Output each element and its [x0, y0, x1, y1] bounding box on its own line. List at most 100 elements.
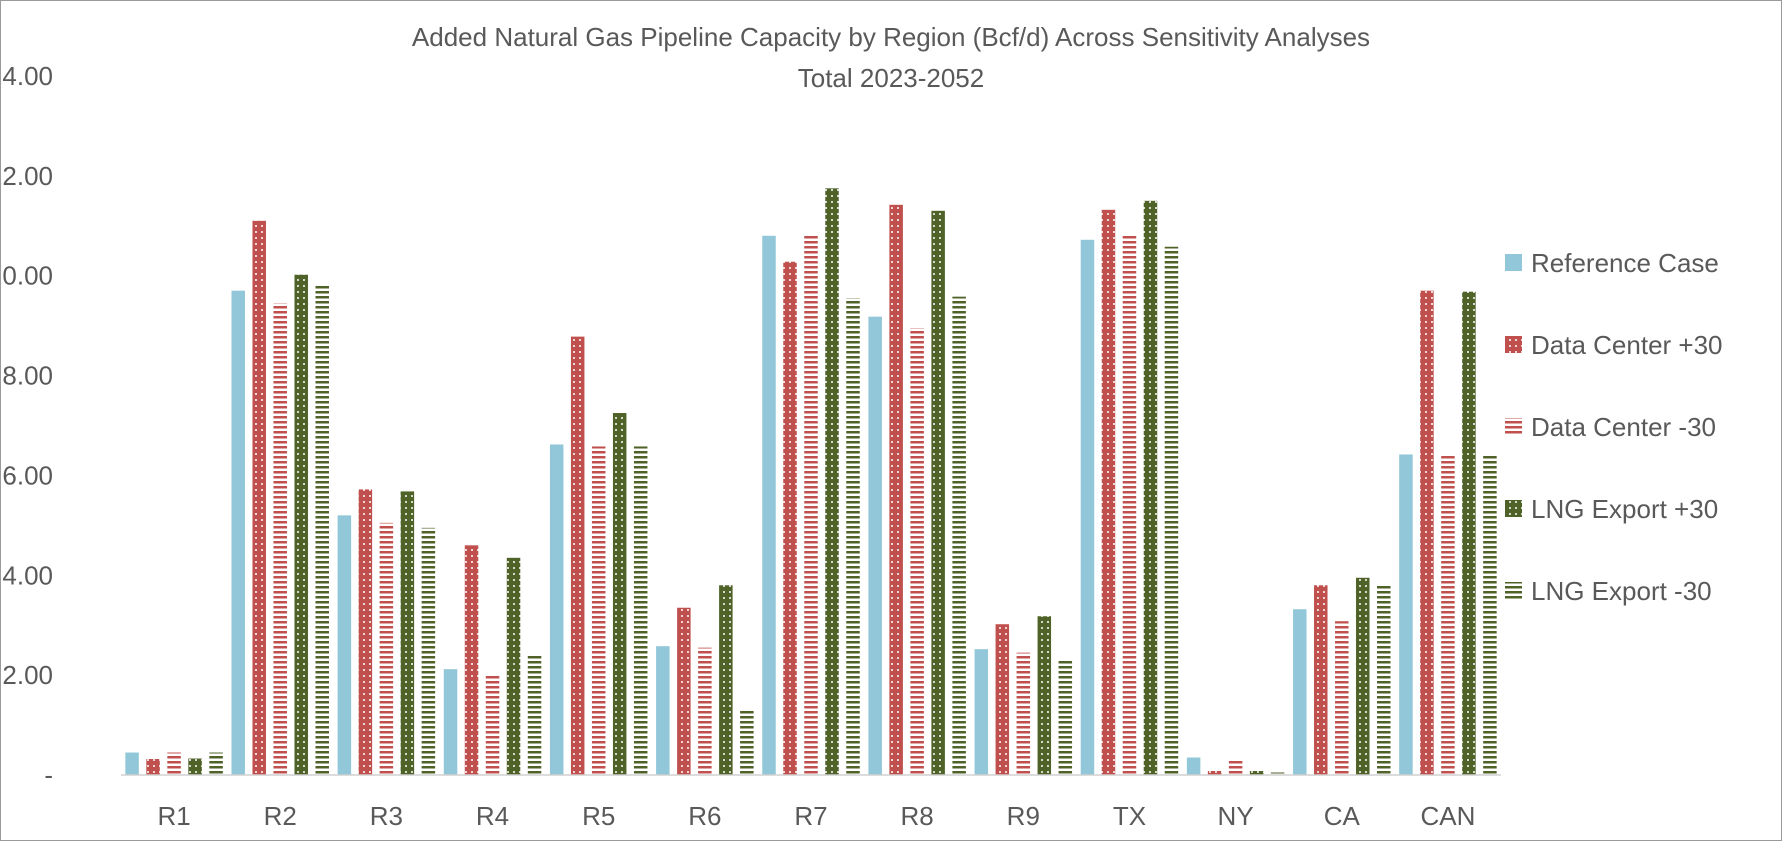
- bar-r9-series-5: [1058, 659, 1073, 775]
- bar-can-series-2: [1420, 290, 1434, 775]
- bar-ny-series-4: [1249, 771, 1264, 775]
- bar-can-series-1: [1399, 454, 1413, 775]
- bar-r1-series-3: [167, 752, 181, 775]
- x-tick-label: R5: [582, 801, 615, 831]
- x-tick-label: R6: [688, 801, 721, 831]
- legend-label-4: LNG Export +30: [1531, 494, 1718, 524]
- chart-subtitle: Total 2023-2052: [798, 63, 984, 93]
- bar-r4-series-1: [443, 669, 458, 775]
- bar-r9-series-4: [1037, 616, 1052, 775]
- bar-r9-series-3: [1016, 652, 1031, 775]
- bar-r7-series-4: [825, 188, 839, 776]
- x-tick-label: R7: [794, 801, 827, 831]
- bar-r6-series-3: [698, 647, 712, 775]
- y-tick-label: 6.00: [2, 460, 53, 490]
- legend-label-1: Reference Case: [1531, 248, 1719, 278]
- bar-r3-series-3: [379, 522, 394, 775]
- bar-r7-series-3: [804, 234, 818, 775]
- bar-r4-series-4: [506, 557, 521, 775]
- y-tick-label: 8.00: [2, 361, 53, 391]
- bar-r8-series-3: [910, 328, 924, 775]
- bar-r7-series-1: [762, 235, 776, 775]
- bar-can-series-5: [1483, 454, 1497, 775]
- bar-ny-series-1: [1186, 757, 1201, 775]
- bar-r5-series-3: [591, 446, 606, 775]
- bar-r8-series-1: [868, 316, 882, 775]
- x-axis-labels: R1 R2 R3 R4 R5 R6 R7 R8 R9 TX NY CA CAN: [157, 801, 1475, 831]
- bar-r4-series-2: [464, 545, 479, 775]
- bar-r6-series-4: [719, 585, 733, 775]
- y-tick-label: -: [44, 760, 53, 790]
- bar-r4-series-5: [527, 655, 542, 775]
- chart-title: Added Natural Gas Pipeline Capacity by R…: [412, 22, 1370, 52]
- bar-r3-series-1: [337, 515, 352, 775]
- bar-r8-series-5: [952, 296, 966, 775]
- bar-r2-series-3: [273, 303, 287, 775]
- bar-r5-series-4: [612, 413, 627, 775]
- bar-ny-series-2: [1207, 771, 1222, 775]
- bar-r3-series-5: [421, 527, 436, 775]
- bar-r1-series-1: [125, 752, 139, 775]
- legend-swatch-1: [1505, 254, 1522, 271]
- bar-r8-series-2: [889, 204, 903, 775]
- x-tick-label: R9: [1007, 801, 1040, 831]
- x-tick-label: NY: [1218, 801, 1254, 831]
- x-tick-label: CA: [1324, 801, 1361, 831]
- bar-r2-series-1: [231, 290, 245, 775]
- bar-r6-series-2: [677, 607, 691, 775]
- bar-r7-series-5: [846, 298, 860, 775]
- bar-r6-series-1: [656, 646, 670, 775]
- bar-r5-series-1: [549, 444, 564, 775]
- bar-ca-series-2: [1314, 585, 1328, 775]
- bar-r2-series-4: [294, 274, 308, 775]
- bar-r8-series-4: [931, 210, 945, 775]
- x-tick-label: CAN: [1420, 801, 1475, 831]
- bar-can-series-3: [1441, 454, 1455, 775]
- legend-label-2: Data Center +30: [1531, 330, 1723, 360]
- bar-r1-series-5: [209, 752, 223, 775]
- x-tick-label: R2: [264, 801, 297, 831]
- bar-ca-series-1: [1293, 609, 1307, 775]
- bar-tx-series-3: [1122, 235, 1137, 775]
- bar-r6-series-5: [740, 709, 754, 775]
- bar-tx-series-2: [1101, 209, 1116, 775]
- legend-swatch-3: [1505, 418, 1522, 435]
- bar-r3-series-4: [400, 491, 415, 775]
- x-tick-label: TX: [1113, 801, 1146, 831]
- bar-r4-series-3: [485, 674, 500, 775]
- legend-label-5: LNG Export -30: [1531, 576, 1712, 606]
- legend-swatch-2: [1505, 336, 1522, 353]
- bar-r9-series-2: [995, 624, 1010, 775]
- x-tick-label: R4: [476, 801, 509, 831]
- y-tick-label: 14.00: [1, 61, 53, 91]
- bar-tx-series-5: [1164, 246, 1179, 775]
- x-tick-label: R8: [901, 801, 934, 831]
- bar-ny-series-3: [1228, 760, 1243, 775]
- bars: [125, 188, 1497, 776]
- legend-label-3: Data Center -30: [1531, 412, 1716, 442]
- bar-ca-series-5: [1377, 585, 1391, 775]
- bar-ca-series-3: [1335, 621, 1349, 775]
- legend-swatch-5: [1505, 582, 1522, 599]
- bar-r3-series-2: [358, 489, 373, 775]
- y-tick-label: 2.00: [2, 660, 53, 690]
- bar-tx-series-1: [1080, 239, 1095, 775]
- y-axis-labels: - 2.00 4.00 6.00 8.00 10.00 12.00 14.00: [0, 61, 53, 790]
- bar-r2-series-5: [315, 284, 329, 775]
- bar-ny-series-5: [1270, 772, 1285, 775]
- y-tick-label: 12.00: [1, 161, 53, 191]
- bar-r2-series-2: [252, 220, 266, 776]
- y-tick-label: 4.00: [2, 560, 53, 590]
- bar-r1-series-4: [188, 758, 202, 775]
- bar-r7-series-2: [783, 261, 797, 776]
- bar-r5-series-5: [633, 446, 648, 775]
- bar-can-series-4: [1462, 291, 1476, 775]
- bar-r5-series-2: [570, 336, 585, 775]
- bar-tx-series-4: [1143, 200, 1158, 775]
- legend: Reference Case Data Center +30 Data Center…: [1505, 248, 1723, 606]
- x-tick-label: R3: [370, 801, 403, 831]
- bar-r9-series-1: [974, 649, 989, 775]
- legend-swatch-4: [1505, 500, 1522, 517]
